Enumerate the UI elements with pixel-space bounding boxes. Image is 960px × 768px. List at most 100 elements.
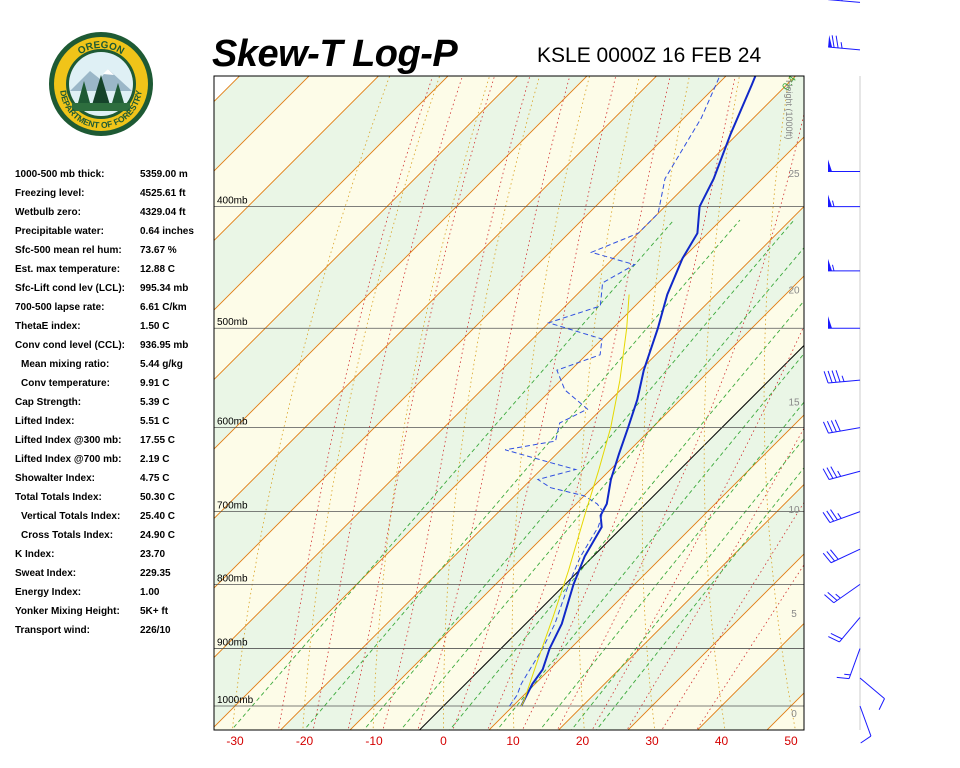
x-tick-label: 0 <box>440 734 447 748</box>
wind-barb <box>836 648 861 680</box>
wind-barb-full <box>823 371 829 384</box>
wind-barb-full <box>827 591 838 601</box>
logo-top-text: OREGON <box>76 40 126 57</box>
stat-row: ThetaE index: 1.50 C <box>15 320 215 339</box>
stat-label: Transport wind: <box>15 625 90 636</box>
moist-adiabat <box>591 325 804 730</box>
stat-label: 1000-500 mb thick: <box>15 169 105 180</box>
stat-row: Cap Strength: 5.39 C <box>15 396 215 415</box>
wind-barb-staff <box>828 470 861 480</box>
isotherm-line <box>214 76 380 242</box>
stat-value: 0.64 inches <box>140 226 194 237</box>
stat-label: Sfc-500 mean rel hum: <box>15 245 122 256</box>
x-tick-label: 40 <box>715 734 729 748</box>
isotherm-line <box>627 553 804 730</box>
wind-barb-full <box>822 468 830 480</box>
x-tick-label: -30 <box>226 734 244 748</box>
moist-adiabat <box>347 76 495 730</box>
stat-label: Freezing level: <box>15 188 85 199</box>
stat-label: Lifted Index @300 mb: <box>15 435 122 446</box>
stat-value: 5K+ ft <box>140 606 169 617</box>
pressure-label: 600mb <box>217 417 248 428</box>
stat-row: Lifted Index: 5.51 C <box>15 415 215 434</box>
stat-value: 229.35 <box>140 568 171 579</box>
dry-adiabat <box>934 0 960 733</box>
mixing-ratio-line <box>539 401 804 730</box>
stat-value: 4329.04 ft <box>140 207 186 218</box>
pressure-label: 700mb <box>217 501 248 512</box>
isotherm-line <box>214 76 519 381</box>
dry-adiabat <box>879 0 960 733</box>
oregon-forestry-logo: OREGON DEPARTMENT OF FORESTRY <box>49 32 153 136</box>
wind-barb <box>823 370 861 384</box>
pressure-label: 900mb <box>217 638 248 649</box>
stat-row: 1000-500 mb thick: 5359.00 m <box>15 168 215 187</box>
stat-row: Precipitable water: 0.64 inches <box>15 225 215 244</box>
mixing-ratio-label: 1 <box>847 77 860 89</box>
height-tick-label: 20 <box>788 285 800 296</box>
stat-row: Lifted Index @300 mb: 17.55 C <box>15 434 215 453</box>
stat-row: Energy Index: 1.00 <box>15 586 215 605</box>
logo-tree-center <box>92 75 110 105</box>
stat-row: Wetbulb zero: 4329.04 ft <box>15 206 215 225</box>
wind-barb-half <box>835 593 841 599</box>
wind-barb-full <box>828 636 840 643</box>
wind-barb-pennant <box>828 194 832 207</box>
wind-barb-pennant <box>828 316 832 329</box>
wind-barb-full <box>826 510 835 522</box>
stat-row: Cross Totals Index: 24.90 C <box>15 529 215 548</box>
stat-value: 25.40 C <box>140 511 176 522</box>
stat-row: Total Totals Index: 50.30 C <box>15 491 215 510</box>
stat-label: Cap Strength: <box>15 397 82 408</box>
stat-label: Est. max temperature: <box>15 264 121 275</box>
mixing-ratio-line <box>363 219 795 730</box>
wind-barb-full <box>830 549 839 560</box>
stat-value: 24.90 C <box>140 530 176 541</box>
wind-barb-full <box>860 735 872 744</box>
wind-barb-full <box>822 512 831 523</box>
isotherm-line <box>488 414 804 730</box>
wind-barb-staff <box>828 0 861 3</box>
stat-label: Sweat Index: <box>15 568 77 579</box>
stat-value: 12.88 C <box>140 264 176 275</box>
wind-barb-pennant <box>828 35 833 48</box>
stat-row: Showalter Index: 4.75 C <box>15 472 215 491</box>
moist-adiabat <box>556 112 804 730</box>
height-tick-label: 0 <box>791 709 797 720</box>
stat-value: 4.75 C <box>140 473 170 484</box>
stat-value: 5.44 g/kg <box>140 359 183 370</box>
stat-label: Mean mixing ratio: <box>21 359 110 370</box>
isotherm-line <box>557 483 804 730</box>
stat-value: 17.55 C <box>140 435 176 446</box>
stat-value: 5.39 C <box>140 397 170 408</box>
height-tick-label: 30 <box>788 47 800 58</box>
stat-label: Vertical Totals Index: <box>21 511 121 522</box>
isotherm-line <box>214 76 727 589</box>
wind-barb-half <box>832 200 835 207</box>
mixing-ratio-line <box>496 352 804 730</box>
mixing-ratio-line <box>230 219 675 730</box>
stat-row: K Index: 23.70 <box>15 548 215 567</box>
wind-barb <box>822 509 861 524</box>
wind-barb-full <box>826 467 834 479</box>
wind-barb-full <box>827 370 833 383</box>
stat-value: 995.34 mb <box>140 283 189 294</box>
wind-barb-half <box>832 264 835 271</box>
wind-barb-full <box>826 551 836 562</box>
stat-label: Yonker Mixing Height: <box>15 606 120 617</box>
stat-value: 4525.61 ft <box>140 188 186 199</box>
stat-row: Yonker Mixing Height: 5K+ ft <box>15 605 215 624</box>
wind-barb <box>822 419 861 434</box>
wind-barb-full <box>835 370 841 383</box>
wind-barb-full <box>831 35 835 48</box>
stat-value: 9.91 C <box>140 378 170 389</box>
stat-row: 700-500 lapse rate: 6.61 C/km <box>15 301 215 320</box>
wind-barb-half <box>840 42 843 49</box>
wind-barb-staff <box>859 677 885 699</box>
x-tick-label: -10 <box>365 734 383 748</box>
plot-border <box>213 75 805 731</box>
logo-ground <box>72 103 130 111</box>
stat-label: Cross Totals Index: <box>21 530 114 541</box>
dry-adiabat <box>822 0 925 733</box>
